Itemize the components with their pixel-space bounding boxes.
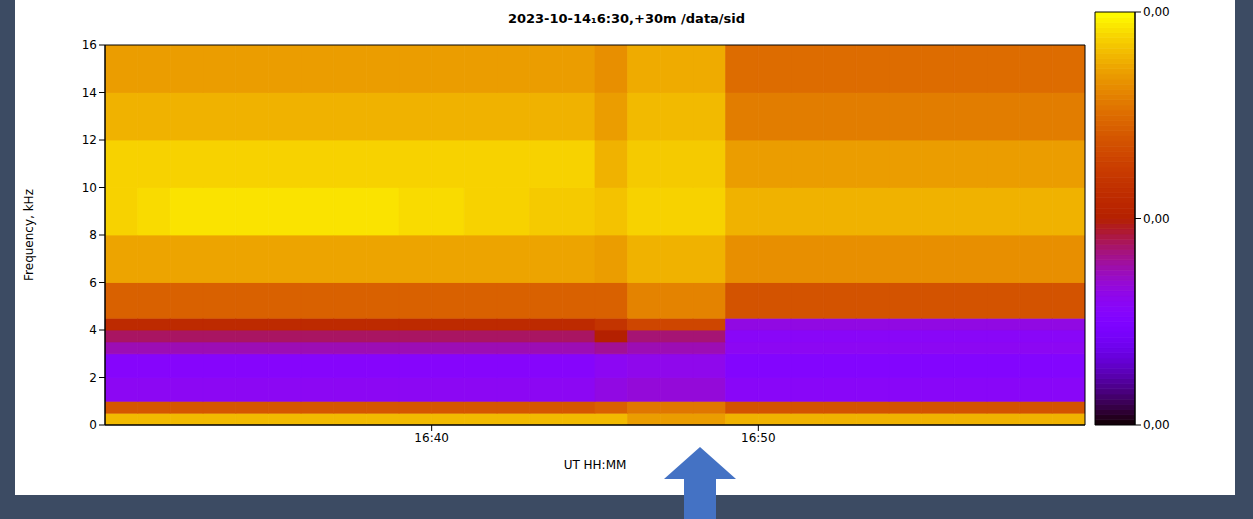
svg-text:2: 2 [89,371,97,385]
svg-text:16:50: 16:50 [741,431,776,445]
svg-text:0,00: 0,00 [1143,418,1170,432]
svg-text:16:40: 16:40 [414,431,449,445]
svg-text:8: 8 [89,228,97,242]
html-text:2023-10-14₁6:30,+30m /data/sid: 2023-10-14₁6:30,+30m /data/sid [507,11,746,26]
svg-text:4: 4 [89,323,97,337]
svg-text:UT HH:MM: UT HH:MM [564,458,627,472]
svg-text:10: 10 [82,181,97,195]
svg-text:0: 0 [89,418,97,432]
svg-text:14: 14 [82,86,97,100]
svg-text:6: 6 [89,276,97,290]
svg-text:0,00: 0,00 [1143,212,1170,226]
svg-text:Frequency, kHz: Frequency, kHz [22,189,36,281]
svg-text:12: 12 [82,133,97,147]
svg-text:0,00: 0,00 [1143,5,1170,19]
svg-text:16: 16 [82,38,97,52]
